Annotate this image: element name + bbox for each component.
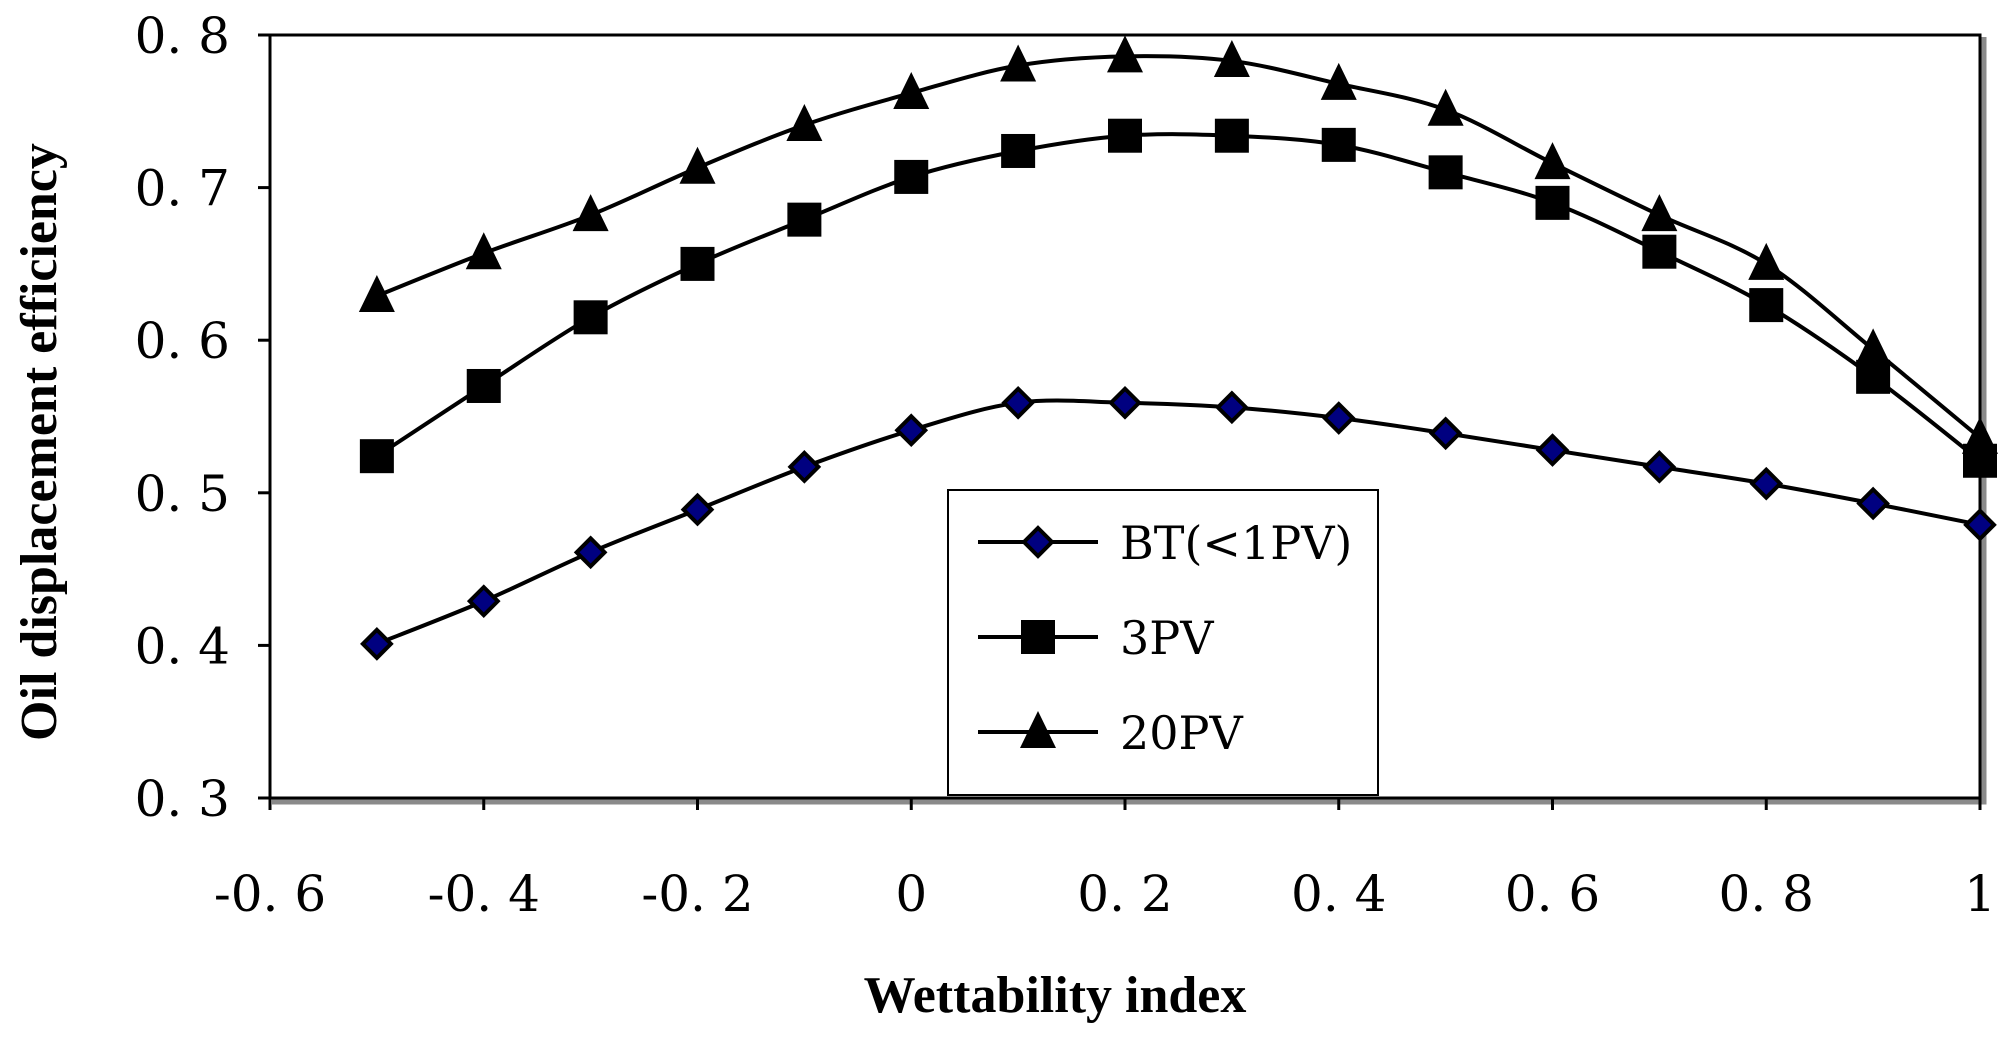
data-point-square: [1535, 185, 1570, 220]
data-point-triangle: [1534, 142, 1571, 180]
data-point-triangle: [1000, 44, 1037, 82]
data-point-triangle: [1213, 39, 1250, 77]
y-axis-title: Oil displacement efficiency: [11, 143, 68, 741]
data-point-diamond: [1108, 385, 1142, 420]
data-point-square: [894, 159, 929, 194]
data-point-diamond: [1215, 390, 1249, 425]
y-tick-label: 0. 4: [135, 617, 230, 675]
legend-item: 3PV: [978, 611, 1214, 665]
data-point-diamond: [1963, 508, 1997, 542]
data-point-diamond: [680, 492, 715, 527]
data-point-diamond: [1642, 450, 1677, 484]
data-point-square: [573, 300, 608, 335]
data-point-square: [466, 368, 501, 403]
data-point-triangle: [1748, 242, 1785, 280]
data-point-diamond: [1321, 401, 1356, 435]
legend-label: BT(<1PV): [1120, 516, 1352, 570]
x-tick-label: 0. 8: [1719, 865, 1814, 923]
data-point-diamond: [1428, 416, 1463, 451]
y-tick-label: 0. 3: [135, 770, 230, 828]
data-point-square: [1749, 288, 1784, 323]
series-line: [375, 132, 1982, 463]
series-3pv: [359, 118, 1997, 478]
series-20pv: [358, 35, 1998, 454]
legend-item: 20PV: [978, 706, 1243, 760]
data-point-square: [1214, 118, 1249, 153]
data-point-square: [680, 246, 715, 281]
data-point-square: [787, 202, 822, 237]
y-tick-label: 0. 5: [135, 465, 230, 523]
data-point-square: [359, 439, 394, 474]
legend-marker-square: [1021, 620, 1055, 654]
x-tick-label: 0. 2: [1077, 865, 1172, 923]
y-tick-label: 0. 7: [135, 160, 230, 218]
data-point-diamond: [1001, 385, 1035, 420]
data-point-square: [1642, 234, 1677, 269]
series-bt-1pv-: [360, 385, 1997, 661]
series-line: [376, 54, 1982, 440]
x-tick-label: -0. 2: [641, 865, 753, 923]
x-tick-label: 0: [895, 865, 927, 923]
data-point-triangle: [572, 194, 609, 232]
data-point-square: [1321, 127, 1356, 162]
x-tick-label: 0. 6: [1505, 865, 1600, 923]
data-point-diamond: [1535, 433, 1570, 467]
x-tick-label: -0. 6: [214, 865, 326, 923]
legend-item: BT(<1PV): [978, 516, 1352, 570]
data-point-diamond: [1749, 466, 1784, 501]
x-axis-title: Wettability index: [864, 967, 1247, 1024]
data-point-square: [1856, 359, 1891, 394]
legend-marker-triangle: [1020, 711, 1056, 748]
data-point-triangle: [358, 274, 395, 312]
series-line: [376, 398, 1981, 646]
data-point-triangle: [786, 104, 823, 142]
data-point-triangle: [1427, 88, 1464, 126]
y-tick-label: 0. 6: [135, 312, 230, 370]
legend-marker-diamond: [1021, 525, 1055, 559]
data-point-triangle: [1641, 194, 1678, 232]
y-tick-label: 0. 8: [135, 7, 230, 65]
data-point-triangle: [893, 71, 930, 109]
data-point-triangle: [465, 232, 502, 270]
plot-area-shadow: [272, 37, 1987, 805]
data-point-triangle: [1107, 35, 1143, 73]
data-point-square: [1001, 133, 1036, 168]
legend-label: 3PV: [1120, 611, 1214, 665]
data-point-triangle: [1962, 416, 1998, 454]
data-point-diamond: [573, 535, 608, 570]
data-point-square: [1108, 118, 1142, 153]
data-point-diamond: [894, 413, 929, 448]
data-point-diamond: [1856, 486, 1890, 521]
data-point-diamond: [787, 450, 822, 484]
x-tick-label: 0. 4: [1291, 865, 1386, 923]
legend-label: 20PV: [1120, 706, 1243, 760]
data-point-triangle: [679, 146, 716, 184]
x-tick-label: 1: [1964, 865, 1996, 923]
data-point-triangle: [1320, 62, 1357, 100]
x-tick-label: -0. 4: [428, 865, 540, 923]
data-point-square: [1428, 155, 1463, 190]
data-point-diamond: [466, 584, 501, 618]
data-point-diamond: [360, 627, 394, 661]
data-point-triangle: [1855, 328, 1892, 366]
